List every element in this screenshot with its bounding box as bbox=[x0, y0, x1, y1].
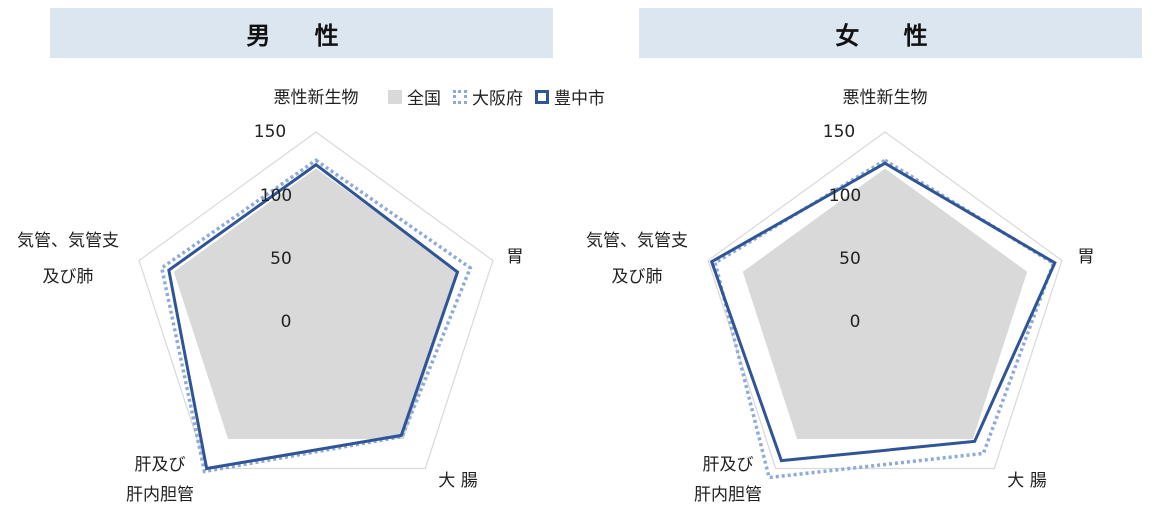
male-tick-label: 100 bbox=[260, 186, 292, 206]
female-tick-label: 50 bbox=[839, 249, 861, 269]
male-tick-label: 50 bbox=[270, 249, 292, 269]
legend-label-toyonaka: 豊中市 bbox=[554, 89, 605, 109]
female-category-label: 肝内胆管 bbox=[694, 485, 762, 505]
female-tick-label: 150 bbox=[823, 122, 855, 142]
female-grid-ring bbox=[707, 131, 1063, 470]
female-series-toyonaka bbox=[709, 161, 1057, 463]
female-chart-header: 女 性 bbox=[639, 8, 1142, 58]
male-series-osaka bbox=[159, 158, 473, 474]
female-tick-label: 100 bbox=[829, 186, 861, 206]
male-category-label: 胃 bbox=[507, 247, 524, 267]
male-category-label: 大 腸 bbox=[438, 471, 477, 491]
female-series-national bbox=[743, 169, 1027, 439]
female-category-label: 肝及び bbox=[703, 455, 754, 475]
legend-swatch-osaka bbox=[453, 89, 467, 104]
chart-legend: 全国 大阪府 豊中市 bbox=[388, 84, 617, 109]
male-series-toyonaka bbox=[167, 162, 460, 471]
female-category-label: 胃 bbox=[1078, 247, 1095, 267]
female-chart-title: 女 性 bbox=[835, 21, 946, 50]
male-category-label: 及び肺 bbox=[43, 267, 94, 287]
legend-item-toyonaka: 豊中市 bbox=[535, 84, 605, 109]
female-category-label: 気管、気管支 bbox=[586, 231, 688, 251]
legend-item-osaka: 大阪府 bbox=[453, 84, 523, 109]
male-category-label: 悪性新生物 bbox=[274, 88, 359, 108]
male-category-label: 肝及び bbox=[135, 455, 186, 475]
female-category-label: 悪性新生物 bbox=[843, 88, 928, 108]
male-series-national bbox=[174, 169, 458, 439]
female-category-label: 及び肺 bbox=[612, 267, 663, 287]
male-chart-title: 男 性 bbox=[246, 21, 357, 50]
legend-label-national: 全国 bbox=[407, 89, 441, 109]
male-category-label: 肝内胆管 bbox=[126, 485, 194, 505]
female-category-label: 大 腸 bbox=[1007, 471, 1046, 491]
male-category-label: 気管、気管支 bbox=[17, 231, 119, 251]
male-tick-label: 0 bbox=[281, 312, 292, 332]
legend-swatch-national bbox=[388, 89, 402, 104]
female-tick-label: 0 bbox=[850, 312, 861, 332]
male-tick-label: 150 bbox=[254, 122, 286, 142]
legend-item-national: 全国 bbox=[388, 84, 441, 109]
male-chart-header: 男 性 bbox=[50, 8, 553, 58]
legend-swatch-toyonaka bbox=[535, 89, 549, 104]
legend-label-osaka: 大阪府 bbox=[472, 89, 523, 109]
male-grid-ring bbox=[138, 131, 494, 470]
